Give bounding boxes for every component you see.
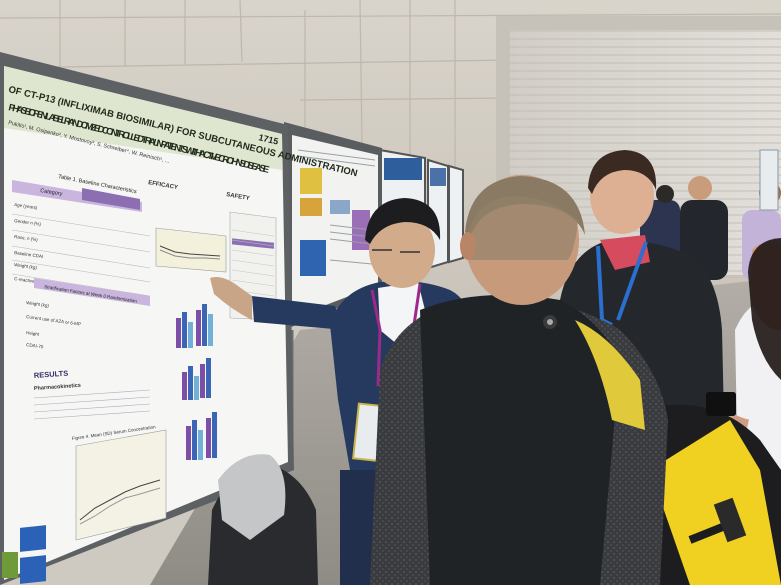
table-row: Race, n (%) — [14, 234, 39, 242]
table1-section-band — [34, 278, 150, 306]
results-heading: RESULTS — [34, 369, 69, 380]
floor-bag — [208, 454, 318, 585]
table-row: Weight (kg) — [26, 300, 50, 308]
poster-header-band — [4, 66, 282, 170]
poster-blue-boxes — [2, 525, 46, 584]
poster-number: 1715 — [258, 132, 280, 146]
table-row: Height — [26, 330, 40, 337]
poster-figure-pk — [75, 429, 167, 541]
attendee-foreground-man — [370, 175, 668, 585]
poster-board-2 — [284, 122, 382, 470]
poster-bar-charts — [176, 304, 217, 460]
phone-device — [706, 392, 736, 416]
wall-panel-grid — [0, 0, 781, 170]
safety-heading: SAFETY — [226, 192, 250, 202]
table-row: Age (years) — [14, 202, 38, 210]
table1-header-label: Category — [40, 188, 63, 197]
table-row: Baseline CDAI — [14, 250, 44, 259]
poster-figure-line — [155, 227, 227, 273]
pk-heading: Pharmacokinetics — [34, 383, 81, 392]
table1-highlight — [82, 188, 140, 210]
table-row: CDAI-70 — [26, 342, 44, 349]
distant-sign — [759, 149, 779, 211]
efficacy-heading: EFFICACY — [148, 180, 179, 191]
table-row: Gender n (%) — [14, 218, 42, 227]
table-row: Weight (kg) — [14, 262, 38, 270]
